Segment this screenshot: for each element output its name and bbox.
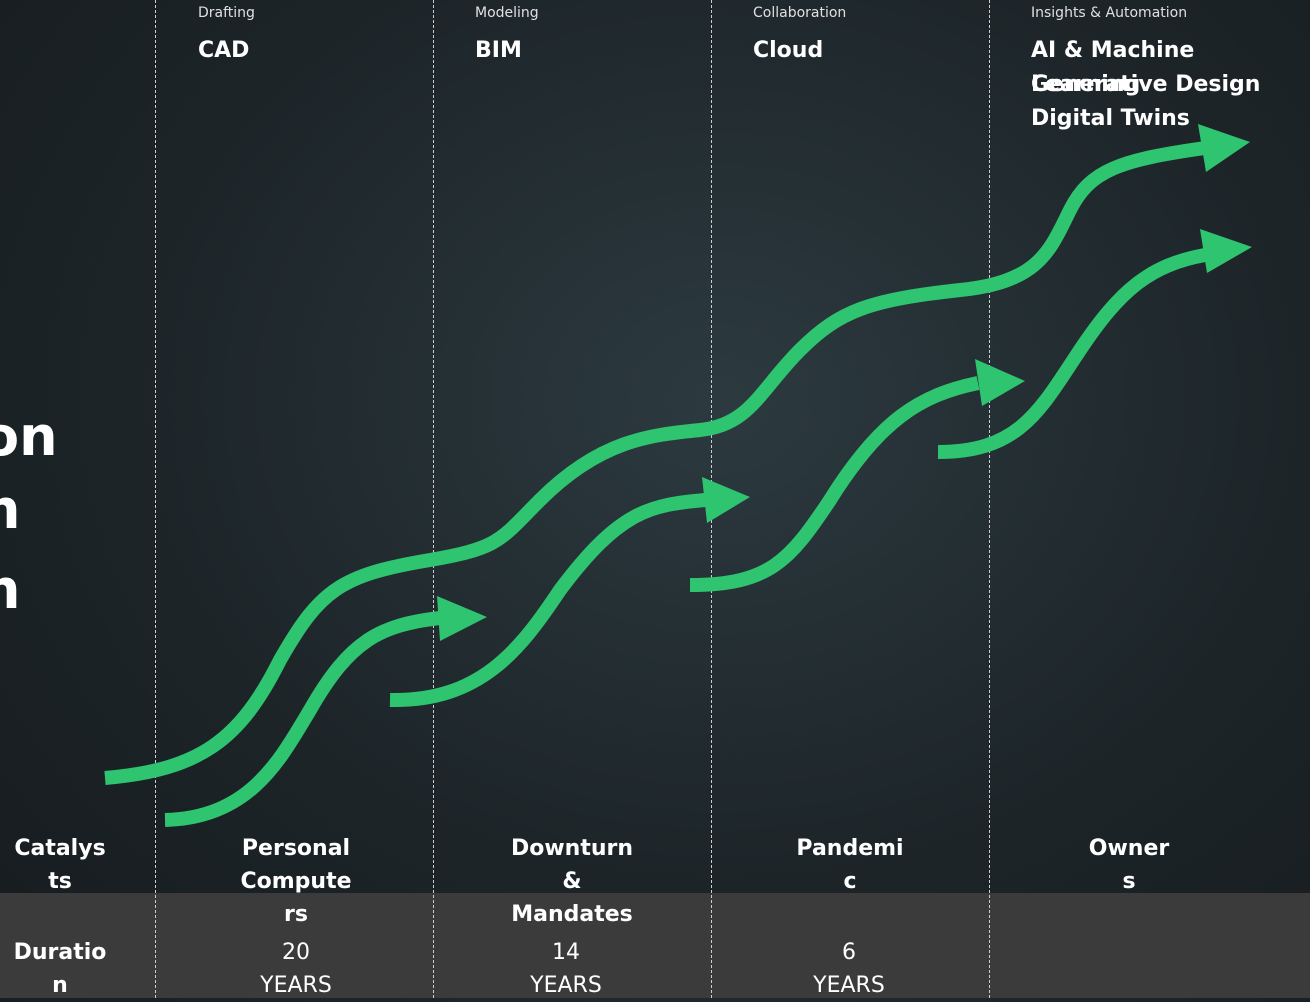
duration-unit: YEARS: [260, 973, 332, 998]
catalyst: Pandemic: [796, 836, 904, 894]
arrowhead: [975, 359, 1025, 406]
phase-category: Modeling: [475, 5, 539, 21]
phase-technology: Digital Twins: [1031, 106, 1190, 131]
phase-category: Collaboration: [753, 5, 847, 21]
row-label: Catalysts: [14, 836, 106, 894]
divider: [989, 0, 990, 998]
title-fragment: n: [0, 558, 21, 621]
title-fragment: n: [0, 478, 21, 541]
duration-number: 20: [282, 940, 310, 965]
phase-category: Insights & Automation: [1031, 5, 1188, 21]
phase-technology: AI & Machine Learning: [1031, 38, 1195, 97]
duration-unit: YEARS: [530, 973, 602, 998]
arrow: [689, 376, 980, 592]
divider: [433, 0, 434, 998]
duration-unit: YEARS: [813, 973, 885, 998]
duration-number: 6: [842, 940, 856, 965]
arrow: [389, 493, 706, 708]
arrow: [164, 611, 441, 827]
phase-category: Drafting: [198, 5, 255, 21]
catalyst: Owners: [1088, 836, 1170, 894]
duration-number: 14: [552, 940, 580, 965]
phase-technology: CAD: [198, 38, 250, 63]
title-fragment: on: [0, 405, 58, 468]
arrowhead: [437, 596, 487, 641]
bottom-band: [0, 893, 1310, 998]
catalyst: Personal Computers: [240, 836, 352, 927]
arrow: [104, 141, 1206, 785]
divider: [155, 0, 156, 998]
catalyst: Downturn & Mandates: [510, 836, 634, 927]
phase-technology: Cloud: [753, 38, 824, 63]
phase-technology: BIM: [475, 38, 522, 63]
arrowhead: [1200, 229, 1252, 273]
phase-technology: Generative Design: [1031, 72, 1261, 97]
arrowhead: [702, 477, 750, 523]
arrow: [937, 248, 1207, 459]
row-label: Duration: [13, 940, 107, 998]
arrowhead: [1198, 124, 1250, 172]
